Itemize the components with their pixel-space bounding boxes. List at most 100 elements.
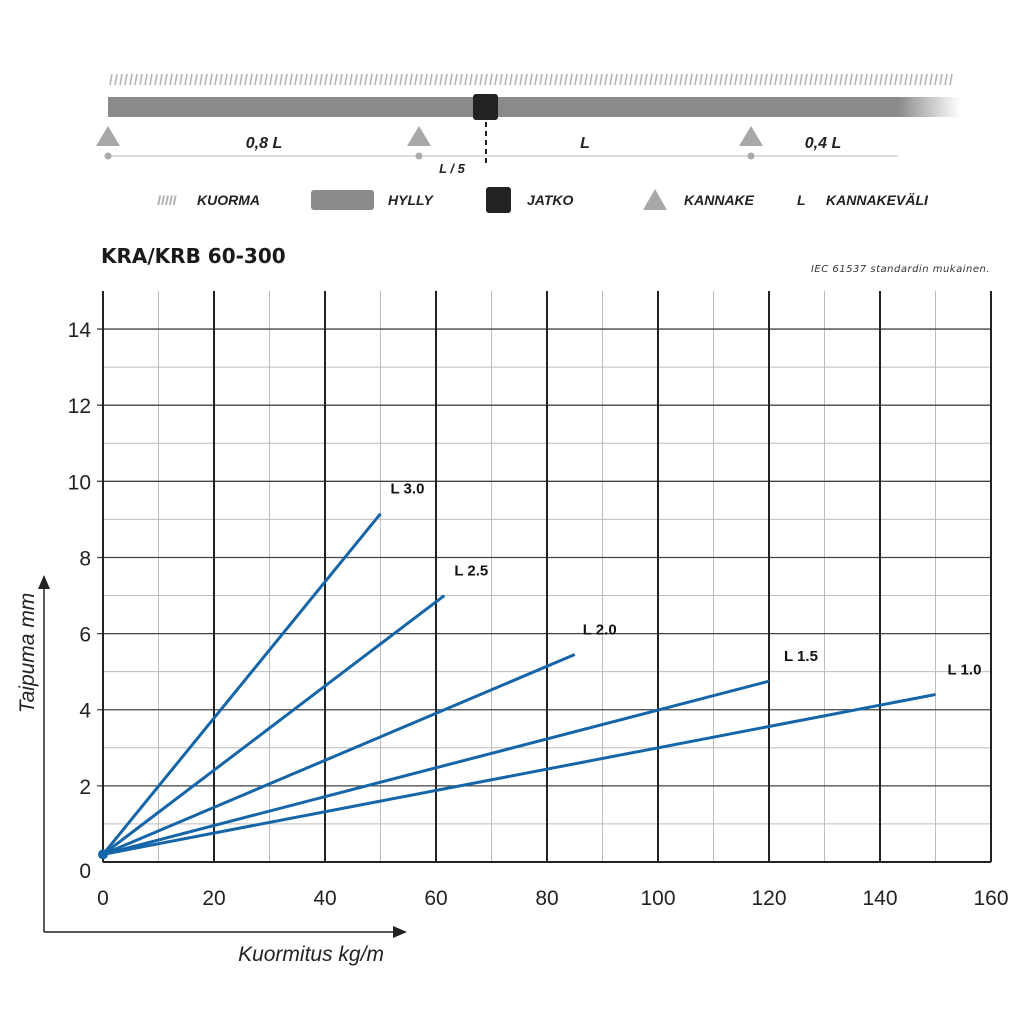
load-hatch-stroke [934, 73, 938, 86]
legend-span-symbol: L [797, 192, 806, 208]
series-label: L 2.0 [583, 622, 617, 639]
load-hatch-stroke [704, 73, 708, 86]
load-hatch-stroke [834, 73, 838, 86]
load-hatch-stroke [514, 73, 518, 86]
load-hatch-stroke [724, 73, 728, 86]
load-hatch-stroke [819, 73, 823, 86]
load-hatch-stroke [209, 73, 213, 86]
load-hatch-stroke [814, 73, 818, 86]
load-hatch-stroke [114, 73, 118, 86]
series-line [102, 594, 446, 856]
load-hatch-stroke [279, 73, 283, 86]
load-hatch-stroke [759, 73, 763, 86]
load-hatch-stroke [629, 73, 633, 86]
load-hatch-stroke [844, 73, 848, 86]
x-tick-label: 0 [97, 887, 109, 910]
load-hatch-stroke [329, 73, 333, 86]
load-hatch-stroke [709, 73, 713, 86]
load-hatch-stroke [749, 73, 753, 86]
load-hatch-stroke [169, 73, 173, 86]
series-line [102, 693, 936, 856]
load-hatch-stroke [554, 73, 558, 86]
load-hatch-stroke [604, 73, 608, 86]
load-hatch-stroke [134, 73, 138, 86]
y-axis-arrowhead [38, 575, 50, 589]
load-hatch-stroke [674, 73, 678, 86]
load-hatch-stroke [449, 73, 453, 86]
load-hatch-stroke [639, 73, 643, 86]
load-hatch-stroke [149, 73, 153, 86]
load-hatch-stroke [354, 73, 358, 86]
load-hatch-stroke [264, 73, 268, 86]
x-axis-label: Kuormitus kg/m [238, 943, 384, 966]
y-tick-label: 8 [79, 547, 91, 570]
bracket-icon [96, 126, 120, 146]
series-label: L 3.0 [391, 481, 425, 498]
load-hatch-stroke [109, 73, 113, 86]
load-hatch-stroke [919, 73, 923, 86]
load-hatch-stroke [864, 73, 868, 86]
load-hatch-stroke [784, 73, 788, 86]
load-hatch-stroke [619, 73, 623, 86]
load-hatch-stroke [794, 73, 798, 86]
load-hatch-stroke [489, 73, 493, 86]
load-hatch-stroke [924, 73, 928, 86]
load-hatch-stroke [869, 73, 873, 86]
load-hatch-stroke [914, 73, 918, 86]
load-hatch-stroke [539, 73, 543, 86]
load-hatch-stroke [799, 73, 803, 86]
load-hatch-stroke [509, 73, 513, 86]
legend-shelf-label: HYLLY [388, 192, 435, 208]
load-hatch-stroke [699, 73, 703, 86]
load-hatch-stroke [664, 73, 668, 86]
load-hatch-stroke [584, 73, 588, 86]
axis-arrows [38, 575, 407, 938]
load-hatch-stroke [899, 73, 903, 86]
load-hatch-stroke [219, 73, 223, 86]
load-hatch-stroke [294, 73, 298, 86]
bracket-icon [739, 126, 763, 146]
load-hatch-stroke [339, 73, 343, 86]
load-hatch-stroke [369, 73, 373, 86]
y-tick-label: 12 [68, 395, 91, 418]
load-hatch-stroke [184, 73, 188, 86]
span-right-label: 0,4 L [805, 135, 841, 152]
load-hatch-stroke [574, 73, 578, 86]
series-lines: L 3.0 L 2.5 L 2.0 L 1.5 L 1.0 [98, 481, 981, 860]
load-hatch-stroke [854, 73, 858, 86]
legend-joint-swatch [486, 187, 511, 213]
legend-load-label: KUORMA [197, 192, 260, 208]
load-hatch-stroke [389, 73, 393, 86]
load-hatch-stroke [769, 73, 773, 86]
load-hatch-stroke [654, 73, 658, 86]
load-hatch-stroke [199, 73, 203, 86]
tick-labels: 0 20 40 60 80 100 120 140 160 0 2 4 6 8 10 12 14 [68, 319, 1009, 910]
load-hatch-stroke [779, 73, 783, 86]
y-tick-label: 6 [79, 624, 91, 647]
load-hatch-stroke [234, 73, 238, 86]
load-hatch-stroke [589, 73, 593, 86]
load-hatch-stroke [689, 73, 693, 86]
y-tick-label: 4 [79, 700, 91, 723]
load-hatch-stroke [534, 73, 538, 86]
load-hatch-stroke [859, 73, 863, 86]
load-hatch-stroke [519, 73, 523, 86]
load-hatch-stroke [424, 73, 428, 86]
load-hatch-stroke [124, 73, 128, 86]
load-hatch-stroke [159, 73, 163, 86]
load-hatch-stroke [669, 73, 673, 86]
load-hatch-stroke [904, 73, 908, 86]
span-left-label: 0,8 L [246, 135, 282, 152]
load-hatch-stroke [349, 73, 353, 86]
load-hatch-stroke [414, 73, 418, 86]
load-hatch-stroke [754, 73, 758, 86]
x-tick-label: 100 [640, 887, 675, 910]
load-hatch-stroke [774, 73, 778, 86]
x-tick-label: 120 [751, 887, 786, 910]
beam-diagram: 0,8 L L 0,4 L L / 5 [96, 73, 960, 176]
series-line [102, 653, 576, 856]
load-hatch-stroke [229, 73, 233, 86]
load-hatch-stroke [764, 73, 768, 86]
